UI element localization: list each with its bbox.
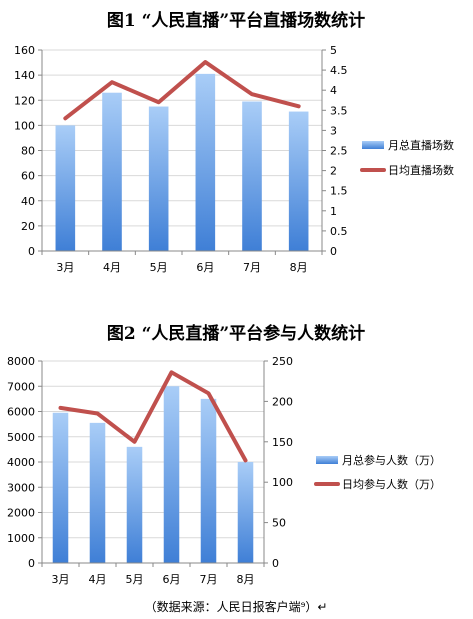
- chart-2-line-point-5: [207, 391, 210, 395]
- chart-2-line: [58, 370, 248, 463]
- chart-1-x-tick-label: 4月: [103, 261, 121, 274]
- chart-1-line-point-2: [110, 80, 114, 84]
- chart-2-gridlines: [42, 360, 264, 564]
- chart-1-axes: 0 20 40 60 80 100 120 140 160 0 0.5 1 1.5 2 2.5 3 3.5 4 4.…: [14, 44, 348, 274]
- chart-1-left-tick-label: 160: [14, 44, 35, 57]
- chart-1-legend-line-label: 日均直播场数: [388, 163, 454, 177]
- chart-1-left-tick-label: 0: [28, 245, 35, 258]
- chart-1-line-point-1: [63, 116, 67, 120]
- chart-1-left-tick-label: 120: [14, 94, 35, 107]
- chart-2-x-tick-label: 5月: [126, 573, 144, 586]
- chart-1-right-tick-label: 1.5: [330, 185, 348, 198]
- chart-2-bar-6: [237, 462, 254, 563]
- chart-2-legend-line-label: 日均参与人数（万）: [342, 477, 441, 491]
- chart-2-line-point-2: [96, 412, 99, 416]
- chart-2-bar-3: [126, 446, 143, 563]
- chart-1-right-tick-label: 4: [330, 84, 337, 97]
- chart-1-x-tick-label: 8月: [290, 261, 308, 274]
- chart-2-x-tick-label: 3月: [52, 573, 70, 586]
- chart-1-x-tick-label: 3月: [56, 261, 74, 274]
- chart-1-right-tick-label: 0: [330, 245, 337, 258]
- chart-1-left-tick-label: 20: [21, 220, 35, 233]
- chart-2-left-tick-label: 3000: [7, 481, 35, 494]
- chart-2-left-tick-label: 5000: [7, 431, 35, 444]
- chart-2-x-tick-label: 4月: [89, 573, 107, 586]
- chart-1-right-tick-label: 5: [330, 44, 337, 57]
- chart-1-x-tick-label: 7月: [243, 261, 261, 274]
- chart-2-bar-5: [200, 398, 217, 563]
- chart-2-right-tick-label: 200: [272, 395, 293, 408]
- chart-1-line-point-5: [250, 92, 254, 96]
- chart-2-bar-4: [163, 386, 180, 563]
- chart-2-right-tick-label: 0: [272, 557, 279, 570]
- chart-1-right-tick-label: 2: [330, 165, 337, 178]
- chart-2-x-tick-label: 7月: [200, 573, 218, 586]
- chart-2-left-tick-label: 6000: [7, 406, 35, 419]
- chart-1-bar-5: [242, 101, 262, 251]
- chart-1-title: 图1 “人民直播”平台直播场数统计: [107, 10, 365, 31]
- chart-2: 图2 “人民直播”平台参与人数统计 0100020003000400050006…: [7, 323, 441, 586]
- chart-2-axes: 0 1000 2000 3000 4000 5000 6000 7000 8000 0 50 100 1…: [7, 355, 293, 586]
- chart-2-x-tick-label: 6月: [163, 573, 181, 586]
- chart-2-bar-1: [52, 412, 69, 563]
- chart-2-left-tick-label: 4000: [7, 456, 35, 469]
- chart-2-daily-average-line: [58, 370, 248, 463]
- chart-1-line-point-6: [297, 104, 301, 108]
- chart-1-bars: [55, 73, 309, 252]
- data-source-note: （数据来源：人民日报客户端⁹）↵: [145, 599, 328, 614]
- chart-2-bars: [52, 386, 254, 563]
- chart-2-line-point-1: [59, 406, 62, 410]
- chart-2-legend-bar-swatch: [316, 456, 338, 464]
- chart-1-left-tick-label: 40: [21, 195, 35, 208]
- chart-1-bar-4: [195, 73, 216, 252]
- chart-2-x-tick-label: 8月: [237, 573, 255, 586]
- chart-2-right-tick-label: 150: [272, 436, 293, 449]
- chart-1-right-tick-label: 2.5: [330, 145, 348, 158]
- chart-1-left-tick-label: 60: [21, 170, 35, 183]
- chart-1-bar-1: [55, 125, 76, 251]
- chart-2-line-point-6: [244, 458, 247, 462]
- chart-1-line-point-3: [157, 100, 161, 104]
- chart-1-left-tick-label: 80: [21, 145, 35, 158]
- chart-1-x-tick-label: 6月: [196, 261, 214, 274]
- chart-1-legend-bar-label: 月总直播场数: [388, 138, 454, 152]
- chart-2-legend-bar-label: 月总参与人数（万）: [342, 453, 441, 467]
- chart-2-title: 图2 “人民直播”平台参与人数统计: [107, 323, 365, 344]
- chart-1-right-tick-label: 3.5: [330, 104, 348, 117]
- chart-2-right-tick-label: 50: [272, 517, 286, 530]
- chart-1-x-tick-label: 5月: [150, 261, 168, 274]
- chart-1-bar-2: [102, 92, 122, 252]
- chart-1-bar-6: [288, 111, 309, 252]
- chart-2-left-tick-label: 2000: [7, 507, 35, 520]
- chart-2-left-tick-label: 0: [28, 557, 35, 570]
- chart-2-left-tick-label: 7000: [7, 380, 35, 393]
- chart-1-right-tick-label: 1: [330, 205, 337, 218]
- chart-2-left-tick-label: 8000: [7, 355, 35, 368]
- chart-2-legend: 月总参与人数（万） 日均参与人数（万）: [314, 453, 441, 491]
- chart-2-left-tick-label: 1000: [7, 532, 35, 545]
- chart-1-bar-3: [148, 106, 169, 251]
- chart-1-line: [63, 60, 301, 121]
- chart-2-right-tick-label: 250: [272, 355, 293, 368]
- chart-1-legend-bar-swatch: [362, 141, 384, 149]
- chart-2-bar-2: [89, 422, 106, 563]
- chart-2-line-point-3: [133, 440, 136, 444]
- chart-2-right-tick-label: 100: [272, 476, 293, 489]
- chart-1-line-point-4: [203, 60, 207, 64]
- chart-1-right-tick-label: 4.5: [330, 64, 348, 77]
- chart-1-daily-average-line: [63, 60, 301, 121]
- chart-1: 图1 “人民直播”平台直播场数统计 0204060801001201401600…: [14, 10, 454, 274]
- chart-1-left-tick-label: 140: [14, 69, 35, 82]
- chart-1-right-tick-label: 3: [330, 124, 337, 137]
- chart-1-right-tick-label: 0.5: [330, 225, 348, 238]
- chart-2-line-point-4: [170, 370, 173, 374]
- chart-1-left-tick-label: 100: [14, 119, 35, 132]
